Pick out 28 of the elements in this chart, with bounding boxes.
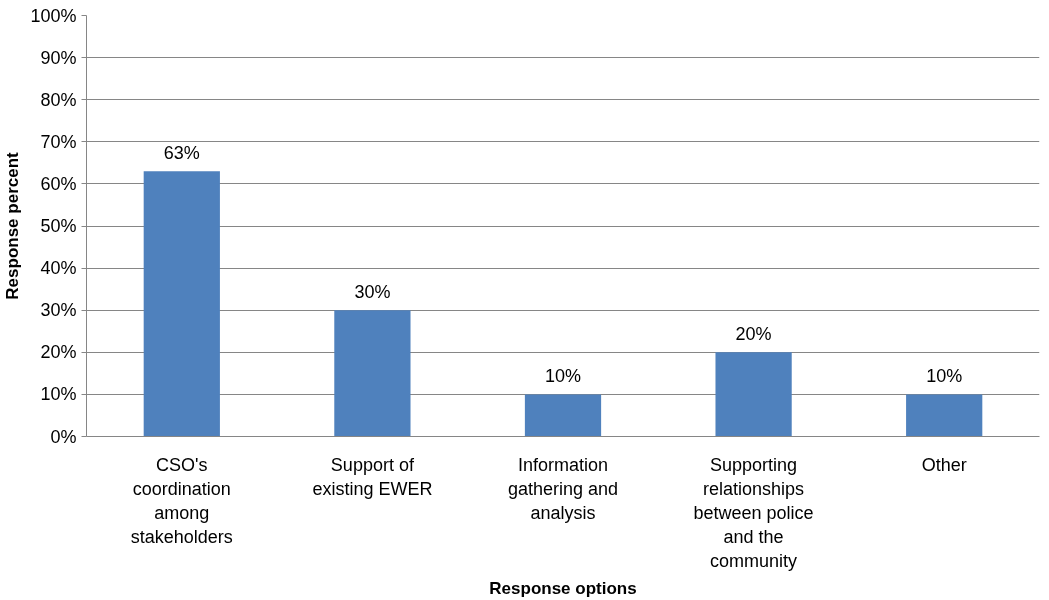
data-label: 30% <box>354 282 391 303</box>
y-tick-label: 10% <box>40 384 77 405</box>
x-tick-label: Supporting relationships between police and the community <box>693 454 814 571</box>
y-tick-label: 60% <box>40 173 77 194</box>
data-label: 10% <box>544 366 582 387</box>
x-tick-label: Support of existing EWER <box>312 454 433 499</box>
x-tick-label: Other <box>921 454 967 475</box>
y-tick-label: 70% <box>40 131 77 152</box>
y-tick-label: 80% <box>40 89 77 110</box>
y-tick-label: 30% <box>40 300 77 321</box>
bar <box>715 352 792 437</box>
x-axis-title: Response options <box>489 578 637 598</box>
y-tick-label: 20% <box>40 342 77 363</box>
bar <box>143 171 220 437</box>
y-tick-label: 40% <box>40 258 77 279</box>
y-tick-label: 100% <box>30 5 77 26</box>
bar <box>334 310 411 437</box>
data-label: 10% <box>926 366 963 387</box>
bar <box>906 394 983 437</box>
x-tick-label: CSO's coordination among stakeholders <box>130 454 233 547</box>
y-tick-label: 90% <box>40 47 77 68</box>
data-label: 63% <box>163 143 200 164</box>
bar <box>524 394 602 437</box>
y-tick-label: 50% <box>40 216 77 236</box>
y-axis-title: Response percent <box>3 151 23 300</box>
x-tick-label: Information gathering and analysis <box>507 454 619 523</box>
data-label: 20% <box>735 324 772 345</box>
y-tick-label: 0% <box>50 426 77 447</box>
